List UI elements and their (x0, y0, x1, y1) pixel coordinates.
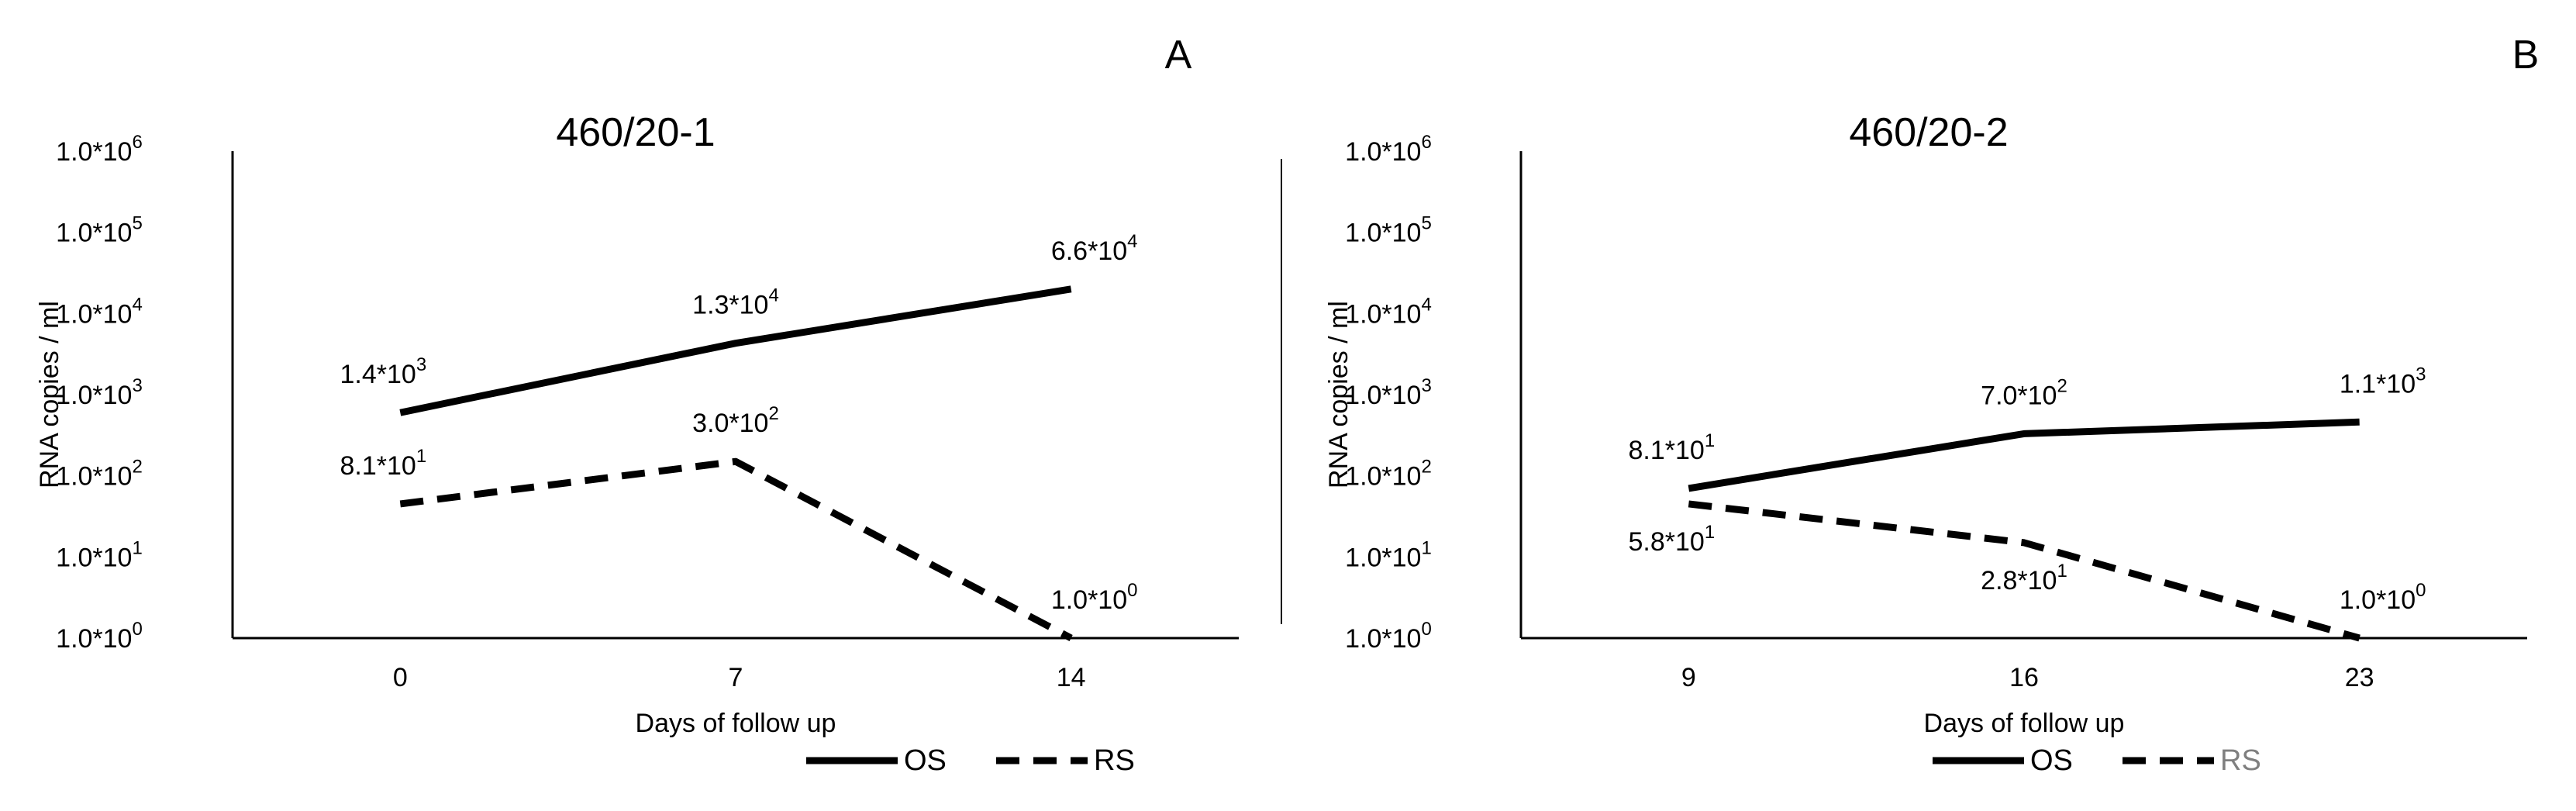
y-axis-title: RNA copies / ml (35, 301, 64, 488)
y-tick-label: 1.0*105 (56, 213, 143, 248)
x-tick-label: 16 (2009, 663, 2039, 692)
data-label: 1.4*103 (340, 354, 426, 389)
data-label: 6.6*104 (1051, 231, 1138, 266)
x-tick-label: 0 (393, 663, 408, 692)
y-tick-label: 1.0*106 (1345, 132, 1432, 167)
x-tick-label: 23 (2345, 663, 2374, 692)
legend-label-rs: RS (1094, 744, 1135, 777)
legend: OS RS (1933, 744, 2261, 777)
y-tick-label: 1.0*102 (1345, 457, 1432, 492)
legend: OS RS (806, 744, 1135, 777)
chart-title: 460/20-2 (1849, 110, 2008, 155)
y-tick-label: 1.0*101 (1345, 537, 1432, 572)
y-tick-label: 1.0*103 (56, 375, 143, 410)
data-label: 1.0*100 (2340, 580, 2426, 615)
panel-b-chart: B 460/20-2 1.0*100 1.0*101 1.0*102 1.0*103 1.0… (1324, 33, 2539, 777)
x-axis-title: Days of follow up (1924, 709, 2125, 738)
y-tick-label: 1.0*102 (56, 457, 143, 492)
legend-label-os: OS (904, 744, 947, 777)
data-label: 8.1*101 (1628, 430, 1715, 465)
x-tick-label: 9 (1681, 663, 1696, 692)
series-line-rs (399, 457, 1073, 641)
y-tick-label: 1.0*100 (56, 619, 143, 654)
y-tick-label: 1.0*105 (1345, 213, 1432, 248)
y-tick-label: 1.0*103 (1345, 375, 1432, 410)
data-label: 1.0*100 (1051, 580, 1138, 615)
series-line-os (399, 285, 1072, 416)
y-tick-label: 1.0*104 (56, 294, 143, 329)
data-label: 2.8*101 (1981, 561, 2067, 595)
legend-label-rs: RS (2220, 744, 2261, 777)
data-label: 5.8*101 (1628, 522, 1715, 557)
x-tick-label: 14 (1057, 663, 1086, 692)
data-label: 7.0*102 (1981, 375, 2067, 410)
panel-label: B (2512, 33, 2540, 78)
chart-title: 460/20-1 (556, 110, 715, 155)
x-axis-title: Days of follow up (636, 709, 836, 738)
y-tick-label: 1.0*106 (56, 132, 143, 167)
data-label: 1.1*103 (2340, 364, 2426, 399)
panel-a-chart: A 460/20-1 1.0*100 1.0*101 1.0*102 1.0*103 1.0… (35, 33, 1239, 777)
data-label: 3.0*102 (692, 403, 779, 438)
data-label: 1.3*104 (692, 285, 779, 320)
x-tick-label: 7 (729, 663, 743, 692)
y-axis-title: RNA copies / ml (1324, 301, 1354, 488)
series-line-rs (1688, 500, 2360, 642)
legend-label-os: OS (2030, 744, 2073, 777)
y-tick-label: 1.0*100 (1345, 619, 1432, 654)
panel-label: A (1165, 33, 1192, 78)
series-line-os (1688, 418, 2360, 492)
y-tick-label: 1.0*104 (1345, 294, 1432, 329)
data-label: 8.1*101 (340, 446, 426, 481)
y-tick-label: 1.0*101 (56, 537, 143, 572)
